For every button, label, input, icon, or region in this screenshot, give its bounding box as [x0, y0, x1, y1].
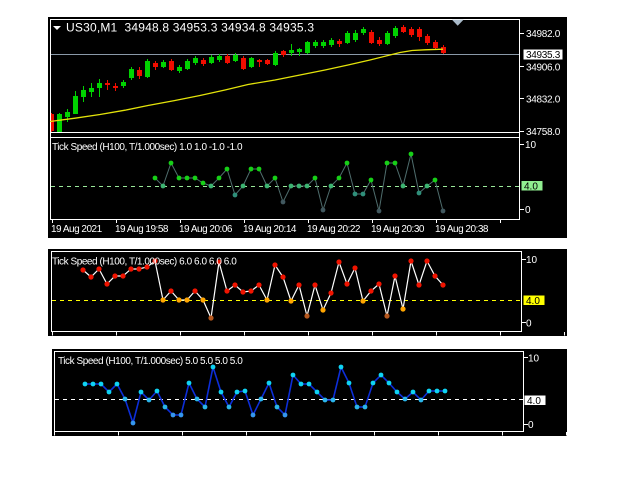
svg-text:19 Aug 20:06: 19 Aug 20:06 [179, 224, 233, 235]
svg-text:19 Aug 2021: 19 Aug 2021 [51, 224, 103, 235]
svg-text:10: 10 [525, 140, 537, 151]
svg-text:34982.0: 34982.0 [526, 29, 561, 40]
svg-text:4.0: 4.0 [524, 182, 538, 193]
svg-text:4.0: 4.0 [526, 296, 540, 307]
svg-text:34906.0: 34906.0 [526, 63, 561, 74]
svg-text:0: 0 [526, 319, 532, 330]
svg-text:19 Aug 20:22: 19 Aug 20:22 [307, 224, 361, 235]
svg-text:US30,M1 34948.8 34953.3 34934: US30,M1 34948.8 34953.3 34934.8 34935.3 [66, 21, 314, 35]
svg-text:Tick Speed (H100, T/1.000sec): Tick Speed (H100, T/1.000sec) 5.0 5.0 5.… [58, 356, 243, 367]
svg-text:19 Aug 20:14: 19 Aug 20:14 [243, 224, 297, 235]
svg-text:34832.0: 34832.0 [526, 95, 561, 106]
svg-text:19 Aug 20:38: 19 Aug 20:38 [435, 224, 489, 235]
svg-text:Tick Speed (H100, T/1.000sec): Tick Speed (H100, T/1.000sec) 1.0 1.0 -1… [52, 142, 243, 153]
svg-text:10: 10 [526, 255, 538, 266]
svg-text:4.0: 4.0 [527, 396, 541, 407]
svg-text:19 Aug 19:58: 19 Aug 19:58 [115, 224, 169, 235]
svg-text:10: 10 [528, 354, 540, 365]
svg-text:0: 0 [525, 205, 531, 216]
svg-text:34758.0: 34758.0 [526, 127, 561, 138]
svg-text:0: 0 [528, 420, 534, 431]
svg-text:34935.3: 34935.3 [526, 50, 561, 61]
svg-text:19 Aug 20:30: 19 Aug 20:30 [371, 224, 425, 235]
svg-text:Tick Speed (H100, T/1.000sec): Tick Speed (H100, T/1.000sec) 6.0 6.0 6.… [52, 257, 237, 268]
